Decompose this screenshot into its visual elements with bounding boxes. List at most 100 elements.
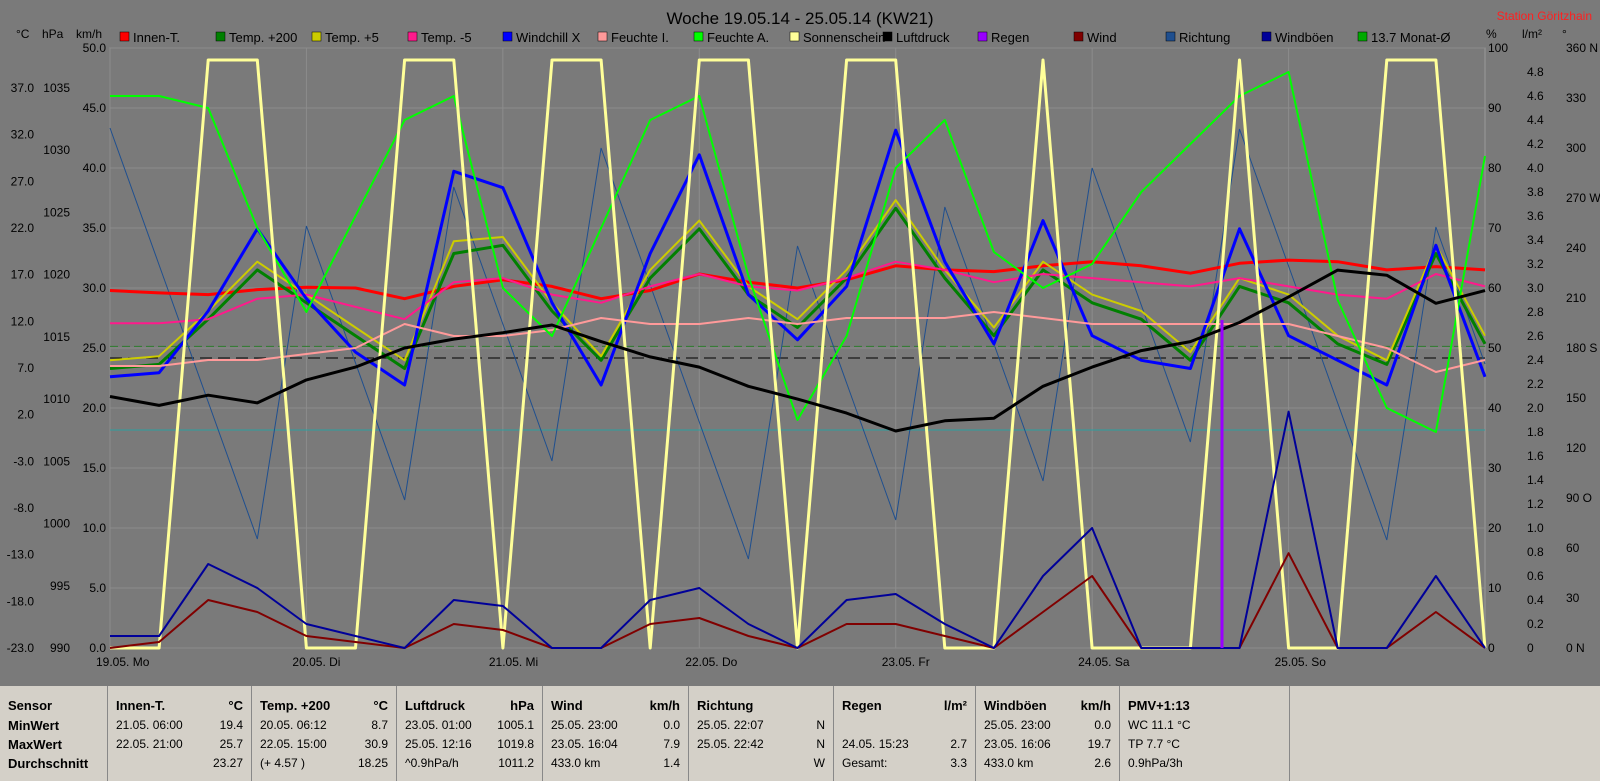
unit-rain: l/m² bbox=[1522, 27, 1542, 41]
table-row: MaxWert bbox=[8, 737, 99, 755]
table-cell-label: 433.0 km bbox=[551, 756, 601, 770]
table-row: 22.05. 21:00 25.7 bbox=[116, 737, 243, 755]
legend-label: Temp. +5 bbox=[325, 30, 379, 45]
table-row: 25.05. 12:16 1019.8 bbox=[405, 737, 534, 755]
table-cell-value: 1005.1 bbox=[497, 718, 534, 732]
tick-direction: 180 S bbox=[1566, 341, 1597, 355]
tick-temp: -23.0 bbox=[7, 641, 35, 655]
tick-rain: 3.4 bbox=[1527, 233, 1544, 247]
tick-temp: 12.0 bbox=[11, 314, 35, 328]
tick-humidity: 70 bbox=[1488, 221, 1502, 235]
tick-humidity: 0 bbox=[1488, 641, 1495, 655]
tick-temp: 32.0 bbox=[11, 128, 35, 142]
table-row: TP 7.7 °C bbox=[1128, 737, 1281, 755]
legend-label: Feuchte I. bbox=[611, 30, 669, 45]
day-label: 21.05. Mi bbox=[489, 655, 538, 669]
table-cell-label: 23.05. 16:04 bbox=[551, 737, 618, 751]
table-cell-label: 25.05. 23:00 bbox=[984, 718, 1051, 732]
unit-wind: km/h bbox=[76, 27, 102, 41]
tick-pressure: 995 bbox=[50, 579, 70, 593]
table-header: Windböen bbox=[984, 698, 1047, 713]
legend-label: Regen bbox=[991, 30, 1029, 45]
table-unit: hPa bbox=[510, 698, 534, 713]
tick-pressure: 1035 bbox=[43, 81, 70, 95]
series-line-temp-5 bbox=[109, 199, 1486, 362]
legend-label: 13.7 Monat-Ø bbox=[1371, 30, 1451, 45]
tick-direction: 270 W bbox=[1566, 191, 1600, 205]
tick-rain: 4.2 bbox=[1527, 137, 1544, 151]
table-column: Sensor MinWert MaxWert Durchschnitt bbox=[0, 686, 108, 781]
tick-direction: 300 bbox=[1566, 141, 1586, 155]
table-row: ^0.9hPa/h 1011.2 bbox=[405, 756, 534, 774]
table-cell-value: 1019.8 bbox=[497, 737, 534, 751]
tick-rain: 0 bbox=[1527, 641, 1534, 655]
tick-humidity: 10 bbox=[1488, 581, 1502, 595]
tick-direction: 0 N bbox=[1566, 641, 1585, 655]
table-row: 24.05. 15:23 2.7 bbox=[842, 737, 967, 755]
table-row: 25.05. 23:00 0.0 bbox=[984, 718, 1111, 736]
tick-rain: 1.6 bbox=[1527, 449, 1544, 463]
table-header: Luftdruck bbox=[405, 698, 465, 713]
legend: Innen-T. Temp. +200 Temp. +5 Temp. -5 Windch… bbox=[119, 30, 1451, 45]
legend-label: Sonnenschein bbox=[803, 30, 885, 45]
day-label: 19.05. Mo bbox=[96, 655, 150, 669]
table-cell-label: 433.0 km bbox=[984, 756, 1034, 770]
day-label: 25.05. So bbox=[1275, 655, 1327, 669]
tick-direction: 240 bbox=[1566, 241, 1586, 255]
day-label: 22.05. Do bbox=[685, 655, 737, 669]
chart-title: Woche 19.05.14 - 25.05.14 (KW21) bbox=[666, 9, 933, 28]
legend-swatch bbox=[882, 31, 893, 42]
table-column: Temp. +200 °C 20.05. 06:12 8.7 22.05. 15:00 3… bbox=[252, 686, 397, 781]
tick-direction: 360 N bbox=[1566, 41, 1598, 55]
table-unit: °C bbox=[373, 698, 388, 713]
unit-direction: ° bbox=[1562, 27, 1567, 41]
tick-temp: -13.0 bbox=[7, 548, 35, 562]
table-cell-value: N bbox=[816, 718, 825, 732]
tick-rain: 0.2 bbox=[1527, 617, 1544, 631]
table-cell-value: 2.7 bbox=[950, 737, 967, 751]
tick-wind: 20.0 bbox=[83, 401, 107, 415]
table-cell-value: 18.25 bbox=[357, 756, 388, 770]
table-header: Sensor bbox=[8, 698, 53, 713]
tick-direction: 30 bbox=[1566, 591, 1580, 605]
tick-temp: -8.0 bbox=[13, 501, 34, 515]
table-column: Wind km/h 25.05. 23:00 0.0 23.05. 16:04 7.9 43… bbox=[543, 686, 689, 781]
table-cell-label: 24.05. 15:23 bbox=[842, 737, 909, 751]
table-cell-value: 23.27 bbox=[212, 756, 243, 770]
statistics-table: Sensor MinWert MaxWert Durchschnitt Innen-T.… bbox=[0, 686, 1600, 781]
table-row: 23.27 bbox=[116, 756, 243, 774]
table-cell-value: 3.3 bbox=[950, 756, 967, 770]
table-row: 433.0 km 1.4 bbox=[551, 756, 680, 774]
legend-label: Richtung bbox=[1179, 30, 1230, 45]
tick-humidity: 50 bbox=[1488, 341, 1502, 355]
table-row: 22.05. 15:00 30.9 bbox=[260, 737, 388, 755]
tick-rain: 1.8 bbox=[1527, 425, 1544, 439]
table-column: Regen l/m² 24.05. 15:23 2.7 Gesamt: 3.3 bbox=[834, 686, 976, 781]
table-cell-value: 0.0 bbox=[663, 718, 680, 732]
legend-swatch bbox=[597, 31, 608, 42]
table-cell-label: 0.9hPa/3h bbox=[1128, 756, 1183, 770]
table-cell-value: 19.4 bbox=[219, 718, 243, 732]
table-header: PMV+1:13 bbox=[1128, 698, 1190, 713]
unit-humidity: % bbox=[1486, 27, 1497, 41]
tick-direction: 330 bbox=[1566, 91, 1586, 105]
table-cell-value: N bbox=[816, 737, 825, 751]
table-cell-label: 25.05. 22:42 bbox=[697, 737, 764, 751]
tick-temp: 37.0 bbox=[11, 81, 35, 95]
tick-temp: 27.0 bbox=[11, 174, 35, 188]
table-header: Wind bbox=[551, 698, 583, 713]
tick-rain: 3.0 bbox=[1527, 281, 1544, 295]
table-row: 25.05. 22:07 N bbox=[697, 718, 825, 736]
table-cell-value: 25.7 bbox=[219, 737, 243, 751]
table-cell-value: 30.9 bbox=[364, 737, 388, 751]
tick-direction: 150 bbox=[1566, 391, 1586, 405]
tick-wind: 50.0 bbox=[83, 41, 107, 55]
table-cell-label: ^0.9hPa/h bbox=[405, 756, 459, 770]
tick-temp: 17.0 bbox=[11, 268, 35, 282]
tick-wind: 30.0 bbox=[83, 281, 107, 295]
table-cell-value: 7.9 bbox=[663, 737, 680, 751]
tick-rain: 3.2 bbox=[1527, 257, 1544, 271]
legend-swatch bbox=[311, 31, 322, 42]
legend-label: Temp. +200 bbox=[229, 30, 297, 45]
tick-wind: 15.0 bbox=[83, 461, 107, 475]
